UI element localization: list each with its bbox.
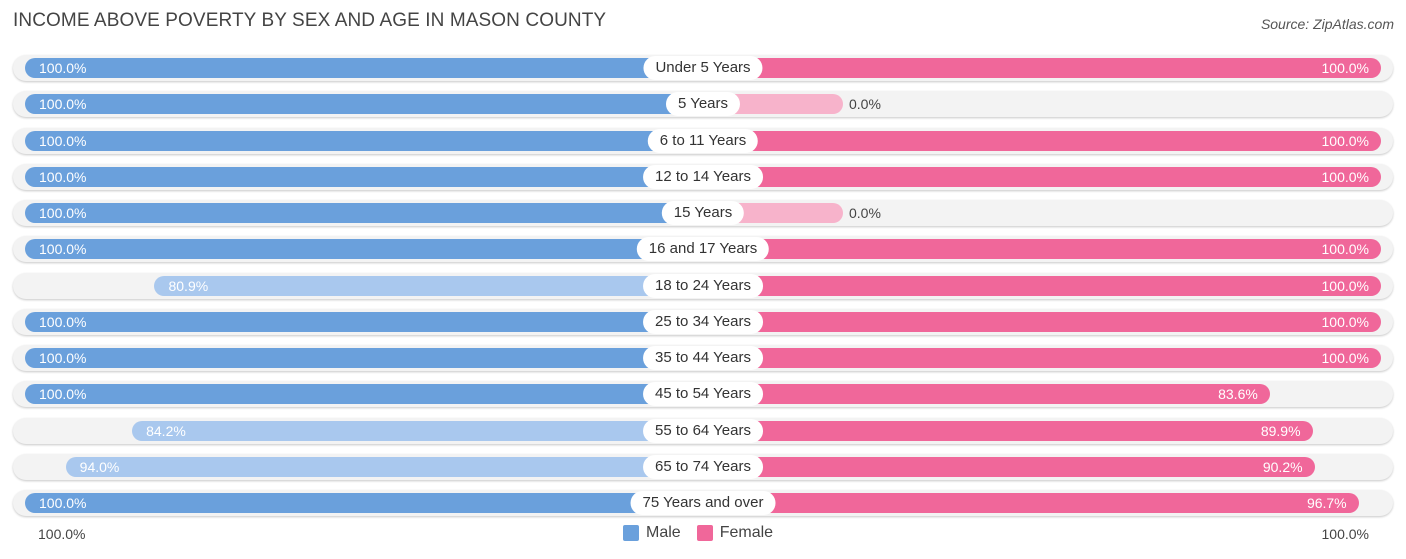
value-label-male: 100.0% [39, 169, 87, 185]
category-label: 55 to 64 Years [643, 419, 763, 443]
bar-male [132, 421, 703, 441]
legend-item-male: Male [623, 524, 681, 542]
bar-male [25, 312, 703, 332]
value-label-female: 89.9% [1260, 423, 1301, 439]
chart-title: INCOME ABOVE POVERTY BY SEX AND AGE IN M… [13, 10, 607, 31]
bar-male [25, 493, 703, 513]
bar-female [703, 493, 1359, 513]
value-label-female: 100.0% [1321, 278, 1369, 294]
value-label-female: 0.0% [849, 96, 881, 112]
value-label-female: 100.0% [1321, 169, 1369, 185]
bar-male [154, 276, 703, 296]
legend: Male Female [623, 524, 789, 542]
value-label-female: 96.7% [1306, 495, 1347, 511]
category-label: 65 to 74 Years [643, 455, 763, 479]
value-label-female: 90.2% [1262, 459, 1303, 475]
bar-male [25, 239, 703, 259]
bar-male [65, 457, 703, 477]
bar-female [703, 348, 1381, 368]
category-label: 25 to 34 Years [643, 310, 763, 334]
value-label-female: 100.0% [1321, 60, 1369, 76]
value-label-male: 100.0% [39, 386, 87, 402]
category-label: Under 5 Years [643, 56, 763, 80]
bar-male [25, 58, 703, 78]
bar-male [25, 167, 703, 187]
bar-male [25, 384, 703, 404]
category-label: 45 to 54 Years [643, 382, 763, 406]
bar-female [703, 312, 1381, 332]
bar-female [703, 421, 1313, 441]
bar-male [25, 203, 703, 223]
axis-left-label: 100.0% [38, 526, 86, 542]
bar-female [703, 167, 1381, 187]
value-label-male: 100.0% [39, 495, 87, 511]
legend-swatch-male [623, 525, 639, 541]
bar-female [703, 131, 1381, 151]
value-label-male: 100.0% [39, 350, 87, 366]
value-label-male: 100.0% [39, 241, 87, 257]
category-label: 12 to 14 Years [643, 165, 763, 189]
value-label-male: 100.0% [39, 133, 87, 149]
bar-male [25, 94, 703, 114]
source-label: Source: ZipAtlas.com [1260, 16, 1394, 32]
value-label-male: 100.0% [39, 96, 87, 112]
bar-female [703, 58, 1381, 78]
axis-right-label: 100.0% [1321, 526, 1369, 542]
value-label-male: 100.0% [39, 314, 87, 330]
value-label-female: 83.6% [1218, 386, 1258, 402]
value-label-male: 80.9% [168, 278, 209, 294]
category-label: 6 to 11 Years [647, 129, 759, 153]
bar-male [25, 131, 703, 151]
legend-label-male: Male [646, 524, 681, 541]
category-label: 35 to 44 Years [643, 346, 763, 370]
category-label: 5 Years [665, 92, 741, 116]
category-label: 18 to 24 Years [643, 274, 763, 298]
value-label-female: 100.0% [1321, 133, 1369, 149]
value-label-female: 100.0% [1321, 314, 1369, 330]
value-label-female: 100.0% [1321, 350, 1369, 366]
category-label: 75 Years and over [630, 491, 776, 515]
bar-male [25, 348, 703, 368]
category-label: 15 Years [661, 201, 745, 225]
value-label-female: 0.0% [849, 205, 881, 221]
bar-female [703, 276, 1381, 296]
bar-female [703, 239, 1381, 259]
value-label-male: 100.0% [39, 60, 87, 76]
legend-swatch-female [696, 525, 713, 541]
value-label-male: 84.2% [146, 423, 186, 439]
value-label-male: 100.0% [39, 205, 87, 221]
legend-label-female: Female [719, 524, 774, 541]
category-label: 16 and 17 Years [636, 237, 770, 261]
legend-item-female: Female [696, 524, 774, 542]
value-label-female: 100.0% [1321, 241, 1369, 257]
value-label-male: 94.0% [79, 459, 120, 475]
bar-female [703, 457, 1315, 477]
bar-female [703, 384, 1270, 404]
